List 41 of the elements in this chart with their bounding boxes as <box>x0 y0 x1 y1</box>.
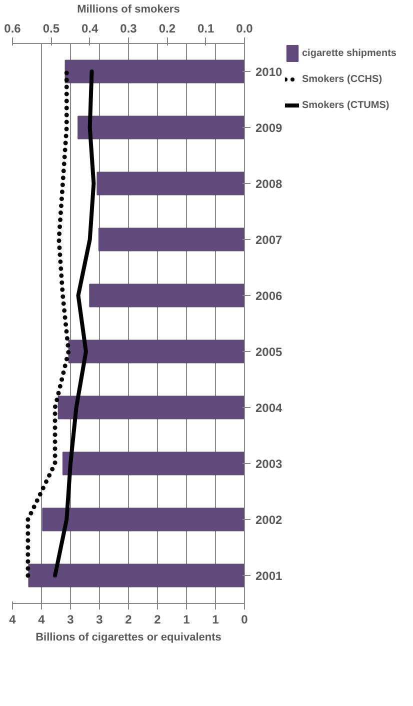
x-tick-label: 4 <box>9 612 16 626</box>
x-tick-label: 1 <box>212 612 220 626</box>
bar <box>64 60 244 84</box>
x2-tick-label: 0.6 <box>4 22 22 36</box>
y-tick-label: 2005 <box>256 345 283 359</box>
y-tick-label: 2003 <box>256 457 283 471</box>
legend-label: Smokers (CTUMS) <box>302 100 390 110</box>
y-tick-label: 2009 <box>256 121 283 135</box>
bar <box>78 116 244 140</box>
y-tick-label: 2001 <box>256 569 283 583</box>
x-tick-label: 1 <box>183 612 190 626</box>
legend-label: Smokers (CCHS) <box>302 74 382 84</box>
y-tick-label: 2008 <box>256 177 283 191</box>
x2-tick-label: 0.0 <box>236 22 254 36</box>
x-tick-label: 2 <box>125 612 132 626</box>
x-tick-label: 0 <box>241 612 248 626</box>
bar <box>68 340 244 364</box>
bar <box>28 564 244 588</box>
bar <box>89 284 244 308</box>
y-tick-label: 2007 <box>256 233 283 247</box>
bar <box>96 172 244 196</box>
x-tick-label: 3 <box>96 612 104 626</box>
x-tick-label: 2 <box>154 612 162 626</box>
y-tick-label: 2010 <box>256 65 283 79</box>
x-tick-label: 3 <box>67 612 74 626</box>
x-tick-label: 4 <box>38 612 46 626</box>
x2-tick-label: 0.5 <box>42 22 60 36</box>
x2-tick-label: 0.2 <box>158 22 176 36</box>
bar <box>58 396 244 420</box>
x2-tick-label: 0.4 <box>81 22 98 36</box>
y-tick-label: 2006 <box>256 289 283 303</box>
y-tick-label: 2002 <box>256 513 283 527</box>
bar <box>98 228 244 252</box>
x2-tick-label: 0.1 <box>197 22 214 36</box>
x2-tick-label: 0.3 <box>120 22 138 36</box>
x2-axis-title: Millions of smokers <box>77 4 180 16</box>
bar <box>62 452 244 476</box>
y-tick-label: 2004 <box>256 401 283 415</box>
legend-label: cigarette shipments <box>302 48 396 58</box>
x-axis-title: Billions of cigarettes or equivalents <box>36 632 222 644</box>
bar <box>42 508 244 532</box>
